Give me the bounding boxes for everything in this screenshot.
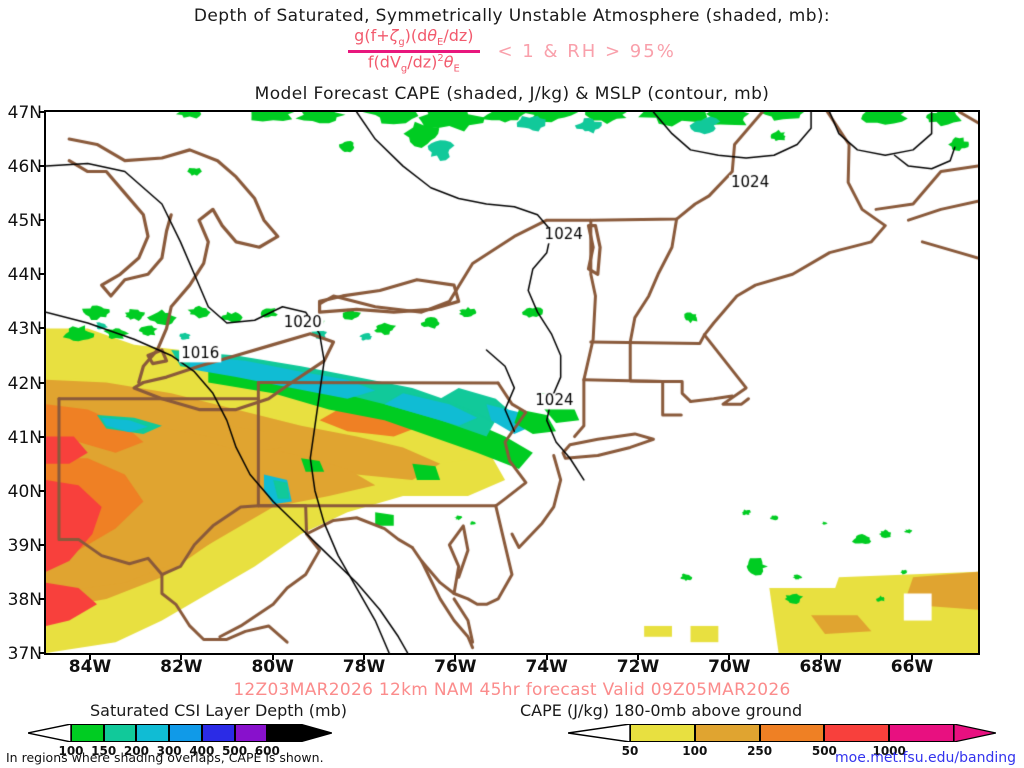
lon-tick-mark (728, 653, 731, 660)
colorbar-frame (630, 724, 954, 742)
forecast-map[interactable] (44, 110, 980, 655)
lat-tick-mark (39, 165, 46, 168)
formula-condition: < 1 & RH > 95% (497, 40, 676, 62)
colorbar-swatch-csi-4[interactable] (201, 724, 235, 742)
colorbar-tick-csi-300: 300 (156, 744, 182, 758)
colorbar-left-taper (27, 723, 72, 743)
formula-fraction: g(f+ζg)(dθE/dz) f(dVg/dz)2θE (348, 26, 480, 75)
colorbar-left-taper (567, 723, 631, 743)
colorbar-tick-cape-250: 250 (747, 744, 773, 758)
formula-block: g(f+ζg)(dθE/dz) f(dVg/dz)2θE < 1 & RH > … (0, 26, 1024, 75)
colorbar-cape-title: CAPE (J/kg) 180-0mb above ground (520, 701, 803, 720)
lat-tick-43n: 43N (7, 319, 42, 340)
lat-tick-mark (39, 597, 46, 600)
lon-tick-80w: 80W (251, 657, 294, 677)
lat-tick-mark (39, 652, 46, 654)
lon-tick-82w: 82W (160, 657, 203, 677)
colorbar-tick-cape-500: 500 (811, 744, 837, 758)
colorbar-frame (71, 724, 300, 742)
colorbar-tick-csi-600: 600 (254, 744, 280, 758)
lat-tick-mark (39, 543, 46, 546)
colorbar-right-taper (299, 723, 335, 743)
lon-tick-68w: 68W (799, 657, 842, 677)
lat-tick-mark (39, 381, 46, 384)
lon-tick-mark (637, 653, 639, 660)
lat-tick-47n: 47N (7, 103, 42, 123)
lat-tick-40n: 40N (7, 481, 42, 502)
colorbar-swatch-csi-3[interactable] (169, 724, 202, 742)
lat-tick-39n: 39N (7, 535, 42, 556)
lon-tick-70w: 70W (708, 657, 751, 677)
lon-tick-mark (454, 653, 457, 660)
colorbar-tick-csi-150: 150 (91, 744, 117, 758)
lat-tick-37n: 37N (7, 644, 42, 664)
colorbar-tick-csi-100: 100 (58, 744, 84, 758)
colorbar-swatch-csi-5[interactable] (234, 724, 268, 742)
colorbar-csi[interactable]: 100 150 200 300 400 500 600 (27, 723, 335, 758)
lat-tick-44n: 44N (7, 265, 42, 286)
lat-tick-38n: 38N (7, 589, 42, 610)
lon-tick-mark (911, 653, 913, 660)
lat-tick-mark (39, 273, 46, 276)
lon-tick-78w: 78W (342, 657, 386, 677)
colorbar-swatch-csi-2[interactable] (136, 724, 170, 742)
lon-tick-mark (271, 653, 274, 660)
lon-tick-mark (180, 653, 183, 660)
colorbar-tick-cape-50: 50 (621, 744, 639, 758)
lon-tick-74w: 74W (525, 657, 568, 677)
colorbar-swatch-cape-2[interactable] (759, 724, 825, 742)
lat-tick-46n: 46N (7, 157, 42, 178)
lat-tick-41n: 41N (7, 427, 42, 448)
lon-tick-66w: 66W (890, 657, 934, 677)
lon-tick-mark (545, 653, 548, 660)
lon-tick-84w: 84W (68, 657, 112, 677)
lon-tick-mark (819, 653, 822, 660)
lat-tick-mark (39, 219, 46, 222)
colorbar-tick-cape-1000: 1000 (872, 744, 906, 758)
colorbar-tick-csi-500: 500 (222, 744, 248, 758)
formula-fraction-bar (348, 49, 480, 53)
colorbar-right-taper (953, 723, 997, 743)
colorbar-swatch-cape-0[interactable] (630, 724, 695, 742)
colorbar-swatch-csi-0[interactable] (71, 724, 104, 742)
lon-tick-72w: 72W (616, 657, 660, 677)
subtitle-cape: Model Forecast CAPE (shaded, J/kg) & MSL… (254, 84, 770, 104)
colorbar-csi-title: Saturated CSI Layer Depth (mb) (90, 701, 347, 720)
colorbar-swatch-csi-1[interactable] (103, 724, 137, 742)
lat-tick-mark (39, 327, 46, 330)
forecast-valid-line: 12Z03MAR2026 12km NAM 45hr forecast Vali… (233, 680, 791, 700)
overlap-footnote: In regions where shading overlaps, CAPE … (6, 750, 324, 765)
colorbar-swatch-cape-3[interactable] (824, 724, 890, 742)
colorbar-swatch-cape-1[interactable] (694, 724, 760, 742)
lat-tick-mark (39, 111, 46, 113)
colorbar-cape[interactable]: 50 100 250 500 1000 (567, 723, 997, 758)
colorbar-tick-csi-400: 400 (189, 744, 215, 758)
lat-tick-mark (39, 489, 46, 492)
formula-numerator: g(f+ζg)(dθE/dz) (354, 26, 474, 49)
lat-tick-mark (39, 435, 46, 438)
colorbar-tick-cape-100: 100 (682, 744, 708, 758)
formula-denominator: f(dVg/dz)2θE (367, 51, 460, 75)
lon-tick-76w: 76W (434, 657, 477, 677)
lon-tick-mark (89, 653, 91, 660)
lon-tick-mark (363, 653, 365, 660)
source-url-link[interactable]: moe.met.fsu.edu/banding (835, 750, 1016, 766)
map-raster (46, 112, 978, 653)
lat-tick-42n: 42N (7, 373, 42, 394)
lat-tick-45n: 45N (7, 211, 42, 232)
page-title: Depth of Saturated, Symmetrically Unstab… (193, 6, 831, 26)
colorbar-tick-csi-200: 200 (123, 744, 149, 758)
